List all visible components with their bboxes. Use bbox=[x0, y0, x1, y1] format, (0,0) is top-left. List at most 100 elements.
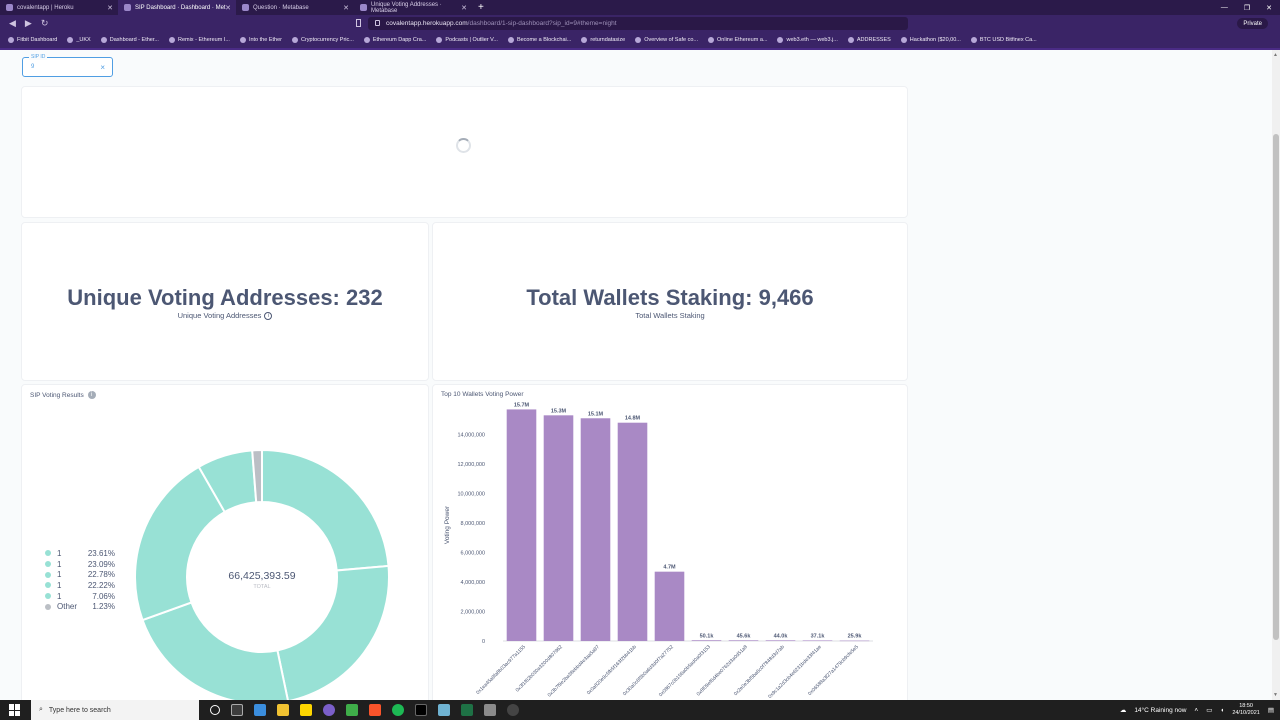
bookmark-item[interactable]: returndatasize bbox=[581, 37, 625, 43]
bookmark-item[interactable]: BTC USD Bitfinex Ca... bbox=[970, 37, 1037, 43]
bookmark-item[interactable]: Ethereum Dapp Cra... bbox=[363, 37, 426, 43]
legend-item[interactable]: Other 1.23% bbox=[45, 601, 115, 612]
lock-icon bbox=[375, 20, 380, 26]
app-icon[interactable] bbox=[323, 704, 335, 716]
task-view-icon[interactable] bbox=[231, 704, 243, 716]
weather-icon[interactable]: ☁ bbox=[1119, 707, 1127, 714]
url-field[interactable]: covalentapp.herokuapp.com/dashboard/1-si… bbox=[368, 17, 908, 30]
bookmark-favicon-icon bbox=[8, 37, 14, 43]
legend-item[interactable]: 1 7.06% bbox=[45, 591, 115, 602]
spotify-icon[interactable] bbox=[392, 704, 404, 716]
bar[interactable] bbox=[765, 640, 796, 641]
bar[interactable] bbox=[506, 409, 537, 641]
app-icon[interactable] bbox=[438, 704, 450, 716]
url-host: covalentapp.herokuapp.com bbox=[386, 20, 468, 27]
bar[interactable] bbox=[543, 415, 574, 641]
bookmark-item[interactable]: Into the Ether bbox=[239, 37, 282, 43]
excel-icon[interactable] bbox=[461, 704, 473, 716]
bookmark-favicon-icon bbox=[708, 37, 715, 43]
bookmark-item[interactable]: Online Ethereum a... bbox=[708, 37, 767, 43]
app-icon[interactable] bbox=[484, 704, 496, 716]
back-icon[interactable]: ◀ bbox=[9, 18, 16, 28]
scroll-up-icon[interactable]: ▲ bbox=[1273, 52, 1278, 58]
bookmark-item[interactable]: Overview of Safe co... bbox=[635, 37, 698, 43]
close-tab-icon[interactable]: ✕ bbox=[225, 4, 231, 12]
bookmark-item[interactable]: Hackathon ($20,00... bbox=[900, 37, 961, 43]
network-icon[interactable]: ▭ bbox=[1206, 707, 1213, 714]
notifications-icon[interactable]: ▤ bbox=[1267, 707, 1274, 714]
close-tab-icon[interactable]: ✕ bbox=[107, 4, 113, 12]
scrollbar-thumb[interactable] bbox=[1273, 134, 1279, 640]
bar[interactable] bbox=[728, 640, 759, 641]
browser-tab[interactable]: covalentapp | Heroku ✕ bbox=[0, 0, 118, 15]
bookmark-icon[interactable] bbox=[356, 19, 361, 27]
minimize-icon[interactable]: — bbox=[1220, 4, 1228, 11]
bar[interactable] bbox=[654, 571, 685, 641]
bar[interactable] bbox=[691, 640, 722, 641]
edge-icon[interactable] bbox=[254, 704, 266, 716]
y-tick-label: 14,000,000 bbox=[457, 433, 485, 439]
bookmark-favicon-icon bbox=[581, 37, 588, 43]
scroll-down-icon[interactable]: ▼ bbox=[1273, 692, 1278, 698]
donut-slice[interactable] bbox=[261, 448, 390, 572]
bookmark-item[interactable]: Dashboard - Ether... bbox=[100, 37, 159, 43]
windows-start-icon[interactable] bbox=[9, 704, 21, 716]
bookmark-item[interactable]: Remix - Ethereum I... bbox=[168, 37, 230, 43]
clock[interactable]: 18:50 24/10/2021 bbox=[1232, 703, 1260, 717]
bookmark-item[interactable]: Cryptocurrency Pric... bbox=[291, 37, 354, 43]
tab-title: Unique Voting Addresses · Metabase bbox=[371, 1, 442, 14]
terminal-icon[interactable] bbox=[415, 704, 427, 716]
legend-item[interactable]: 1 23.61% bbox=[45, 548, 115, 559]
legend-item[interactable]: 1 23.09% bbox=[45, 559, 115, 570]
info-icon[interactable]: i bbox=[264, 312, 273, 321]
file-explorer-icon[interactable] bbox=[277, 704, 289, 716]
unique-voting-card[interactable]: Unique Voting Addresses: 232 Unique Voti… bbox=[21, 222, 429, 381]
legend-percent: 1.23% bbox=[92, 602, 115, 612]
bookmark-item[interactable]: Podcasts | Outlier V... bbox=[436, 37, 498, 43]
donut-slice[interactable] bbox=[251, 448, 263, 504]
weather-text[interactable]: 14°C Raining now bbox=[1134, 706, 1187, 714]
bar[interactable] bbox=[580, 418, 611, 641]
maximize-icon[interactable]: ❐ bbox=[1243, 4, 1251, 12]
top-wallets-card[interactable]: Top 10 Wallets Voting Power Voting Power… bbox=[432, 384, 908, 704]
private-badge[interactable]: Private bbox=[1237, 18, 1268, 29]
bar[interactable] bbox=[617, 422, 648, 641]
unique-voting-subtitle-text: Unique Voting Addresses bbox=[177, 311, 262, 320]
volume-icon[interactable]: ◖ bbox=[1220, 706, 1225, 714]
donut-slice[interactable] bbox=[276, 564, 390, 703]
bar[interactable] bbox=[839, 640, 870, 642]
taskbar-search[interactable]: ⌕ Type here to search bbox=[31, 700, 199, 720]
bookmark-item[interactable]: Become a Blockchai... bbox=[507, 37, 571, 43]
browser-tab-active[interactable]: SIP Dashboard · Dashboard · Met ✕ bbox=[118, 0, 236, 15]
bar[interactable] bbox=[802, 640, 833, 641]
sip-voting-results-card[interactable]: SIP Voting Results i 66,425,393.59 TOTAL bbox=[21, 384, 429, 704]
reload-icon[interactable]: ↻ bbox=[40, 18, 49, 28]
close-tab-icon[interactable]: ✕ bbox=[343, 4, 349, 12]
browser-tab[interactable]: Question · Metabase ✕ bbox=[236, 0, 354, 15]
donut-slice[interactable] bbox=[141, 601, 290, 704]
legend-item[interactable]: 1 22.22% bbox=[45, 580, 115, 591]
app-icon[interactable] bbox=[346, 704, 358, 716]
new-tab-icon[interactable]: + bbox=[478, 2, 484, 13]
wallets-staking-card[interactable]: Total Wallets Staking: 9,466 Total Walle… bbox=[432, 222, 908, 381]
brave-browser-icon[interactable] bbox=[369, 704, 381, 716]
browser-tab[interactable]: Unique Voting Addresses · Metabase ✕ bbox=[354, 0, 472, 15]
info-icon[interactable]: i bbox=[87, 391, 96, 399]
forward-icon[interactable]: ▶ bbox=[24, 18, 32, 28]
wallets-staking-value: Total Wallets Staking: 9,466 bbox=[526, 285, 814, 310]
clear-filter-icon[interactable]: × bbox=[100, 63, 105, 72]
legend-item[interactable]: 1 22.78% bbox=[45, 569, 115, 580]
cortana-icon[interactable] bbox=[210, 705, 220, 715]
sticky-notes-icon[interactable] bbox=[300, 704, 312, 716]
bookmark-item[interactable]: Fitbit Dashboard bbox=[8, 37, 57, 43]
bookmark-favicon-icon bbox=[635, 37, 642, 43]
close-window-icon[interactable]: ✕ bbox=[1266, 4, 1272, 12]
tray-arrow-icon[interactable]: ˄ bbox=[1194, 706, 1199, 714]
close-tab-icon[interactable]: ✕ bbox=[461, 4, 467, 12]
sip-id-filter[interactable]: SIP ID 9 × bbox=[22, 54, 113, 77]
bookmark-item[interactable]: web3.eth — web3.j... bbox=[777, 37, 838, 43]
bookmark-item[interactable]: ADDRESSES bbox=[847, 37, 891, 43]
y-tick-label: 4,000,000 bbox=[461, 580, 485, 586]
bookmark-item[interactable]: _UKX bbox=[67, 37, 91, 43]
app-icon[interactable] bbox=[507, 704, 519, 716]
